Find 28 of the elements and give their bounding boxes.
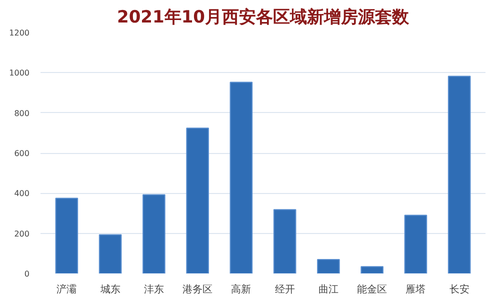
x-tick-label: 能金区	[357, 284, 388, 296]
bar	[186, 128, 209, 274]
bar	[55, 198, 78, 274]
x-tick-label: 高新	[231, 284, 252, 296]
bar	[230, 82, 253, 274]
bar	[360, 266, 384, 274]
x-tick-label: 曲江	[318, 284, 338, 296]
bar	[317, 258, 340, 274]
bar	[273, 209, 296, 274]
chart-title: 2021年10月西安各区域新增房源套数	[117, 8, 410, 28]
bar	[142, 194, 166, 274]
x-tick-label: 浐灞	[56, 284, 77, 296]
y-tick-label: 1200	[9, 28, 30, 38]
y-tick-label: 800	[14, 108, 30, 118]
y-tick-label: 400	[14, 189, 30, 198]
x-tick-label: 沣东	[144, 284, 164, 296]
bar	[448, 76, 471, 274]
x-tick-label: 城东	[99, 284, 120, 296]
y-tick-label: 0	[24, 270, 30, 278]
y-tick-label: 1000	[9, 68, 30, 78]
x-tick-label: 港务区	[182, 284, 213, 296]
x-tick-label: 经开	[274, 284, 295, 296]
bar	[98, 234, 122, 274]
bar	[404, 214, 428, 274]
y-tick-label: 200	[14, 229, 30, 238]
x-tick-label: 长安	[449, 284, 470, 296]
y-tick-label: 600	[14, 149, 30, 158]
x-tick-label: 雁塔	[406, 284, 426, 296]
